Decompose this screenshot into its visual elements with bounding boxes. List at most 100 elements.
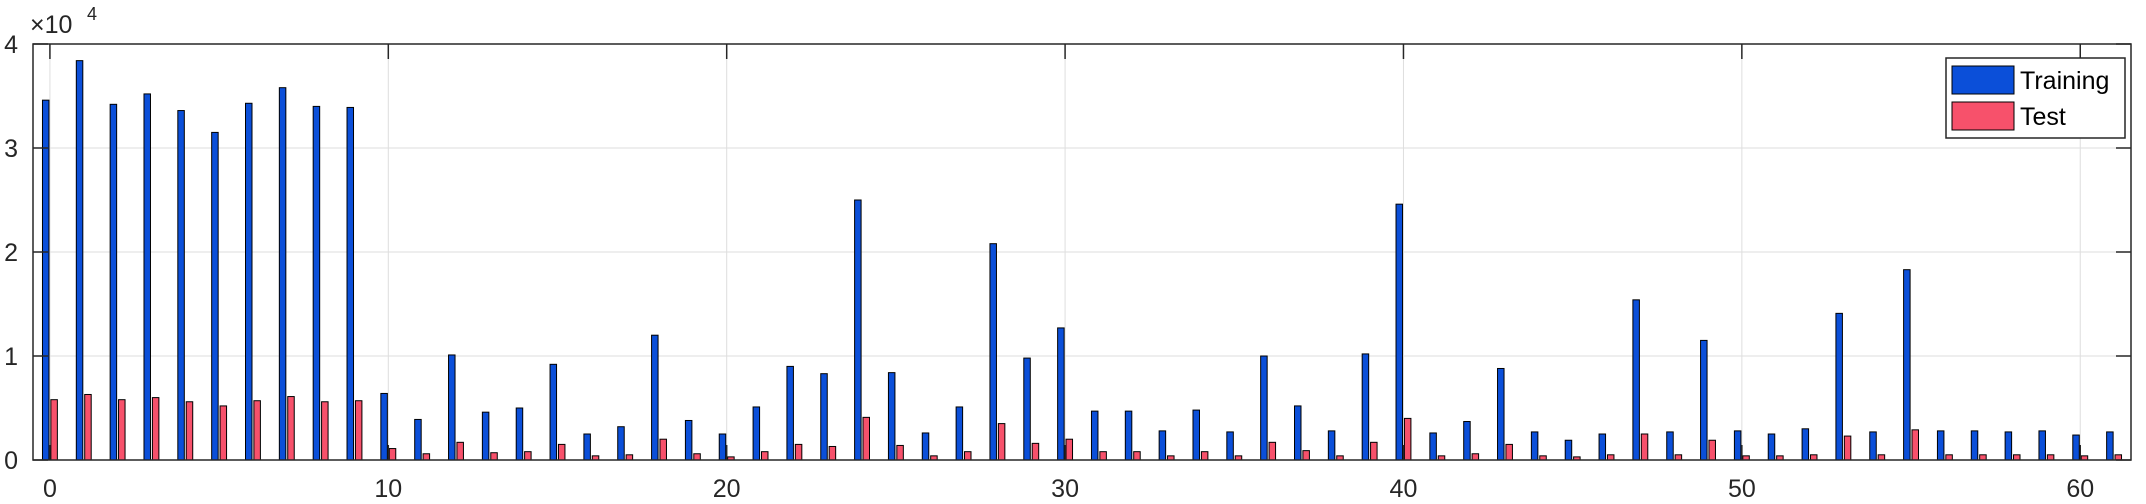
bar-test	[1200, 451, 1209, 461]
bar-test	[219, 405, 228, 461]
bar-test	[659, 438, 667, 461]
bar-training	[1226, 431, 1234, 461]
bar-test	[557, 443, 566, 461]
bar-test	[388, 448, 397, 461]
bar-training	[278, 87, 287, 461]
bar-test	[1606, 454, 1615, 461]
x-tick-label: 50	[1728, 475, 1756, 503]
bar-training	[1057, 327, 1065, 461]
bar-training	[1632, 299, 1640, 461]
bar-training	[718, 433, 727, 461]
bar-test	[422, 453, 431, 461]
y-tick-label: 2	[4, 239, 18, 267]
x-tick-label: 10	[374, 475, 402, 503]
bar-training	[1463, 421, 1471, 461]
y-tick-label: 3	[4, 135, 18, 163]
bar-test	[1911, 429, 1919, 461]
bar-training	[1395, 203, 1404, 461]
bar-training	[448, 354, 456, 461]
bar-test	[625, 454, 634, 461]
bar-training	[1835, 312, 1843, 461]
legend-label-test: Test	[2020, 103, 2066, 131]
bar-test	[1403, 417, 1412, 461]
x-tick-label: 60	[2066, 475, 2094, 503]
bar-training	[1090, 410, 1099, 461]
bar-test	[524, 451, 532, 461]
bar-training	[1192, 409, 1200, 461]
bar-training	[1767, 433, 1776, 461]
bar-training	[1564, 439, 1573, 461]
bar-test	[896, 444, 904, 461]
bar-training	[2004, 431, 2013, 461]
bar-training	[1936, 430, 1945, 461]
bar-test	[1809, 454, 1818, 461]
bar-training	[1158, 430, 1167, 461]
bar-training	[1666, 431, 1674, 461]
bar-test	[1945, 454, 1953, 461]
bar-training	[651, 334, 659, 461]
bar-test	[1640, 433, 1649, 461]
bar-training	[1260, 355, 1268, 461]
bar-training	[921, 432, 930, 461]
bar-training	[346, 106, 355, 461]
bar-test	[760, 451, 769, 461]
y-tick-label: 4	[4, 31, 18, 59]
bar-training	[1023, 357, 1031, 461]
bar-test	[997, 423, 1006, 461]
bar-training	[1903, 269, 1911, 461]
x-tick-label: 20	[713, 475, 741, 503]
bar-test	[1099, 451, 1107, 461]
y-exponent-label: ×10 4	[30, 4, 97, 39]
bar-test	[1471, 453, 1480, 461]
bar-test	[1674, 454, 1683, 461]
bar-training	[583, 433, 591, 461]
bar-training	[41, 99, 50, 461]
bar-test	[1133, 451, 1141, 461]
x-tick-label: 0	[43, 475, 57, 503]
bar-test	[1031, 442, 1040, 461]
bar-test	[118, 399, 126, 461]
bar-test	[151, 397, 160, 461]
bar-test	[185, 401, 194, 461]
bar-test	[2114, 454, 2123, 461]
legend: Training Test	[1945, 57, 2126, 139]
ticks: 0 10 20 30 40 50 60 0 1 2 3 4	[4, 31, 2131, 503]
legend-label-training: Training	[2020, 67, 2109, 95]
bar-training	[1361, 353, 1370, 461]
bar-training	[245, 102, 253, 461]
y-exponent-power: 4	[87, 4, 97, 24]
bar-training	[414, 418, 422, 461]
bar-test	[253, 400, 261, 461]
bar-test	[50, 399, 58, 461]
bar-training	[1700, 339, 1708, 461]
bar-test	[693, 453, 701, 461]
bar-test	[84, 393, 92, 461]
bar-training	[481, 411, 490, 461]
bar-test	[1370, 441, 1378, 461]
bar-training	[955, 406, 964, 461]
bar-test	[964, 451, 972, 461]
bar-test	[287, 396, 295, 461]
bar-test	[490, 452, 498, 461]
bar-test	[2013, 454, 2021, 461]
bar-test	[1505, 443, 1513, 461]
bar-test	[1302, 450, 1310, 461]
bar-test	[1065, 438, 1074, 461]
bar-training	[684, 419, 693, 461]
bar-training	[786, 365, 794, 461]
bar-test	[1843, 435, 1852, 461]
y-tick-label: 0	[4, 447, 18, 475]
bar-training	[1429, 432, 1437, 461]
bar-training	[1869, 431, 1877, 461]
bar-training	[1124, 410, 1133, 461]
legend-swatch-training	[1951, 65, 2015, 95]
bar-training	[1294, 405, 1302, 461]
x-tick-label: 40	[1390, 475, 1418, 503]
y-tick-label: 1	[4, 343, 18, 371]
bar-training	[2106, 431, 2114, 461]
legend-swatch-test	[1951, 101, 2015, 131]
bar-training	[312, 105, 321, 461]
x-tick-label: 30	[1051, 475, 1079, 503]
bar-training	[854, 199, 862, 461]
bar-test	[456, 441, 464, 461]
